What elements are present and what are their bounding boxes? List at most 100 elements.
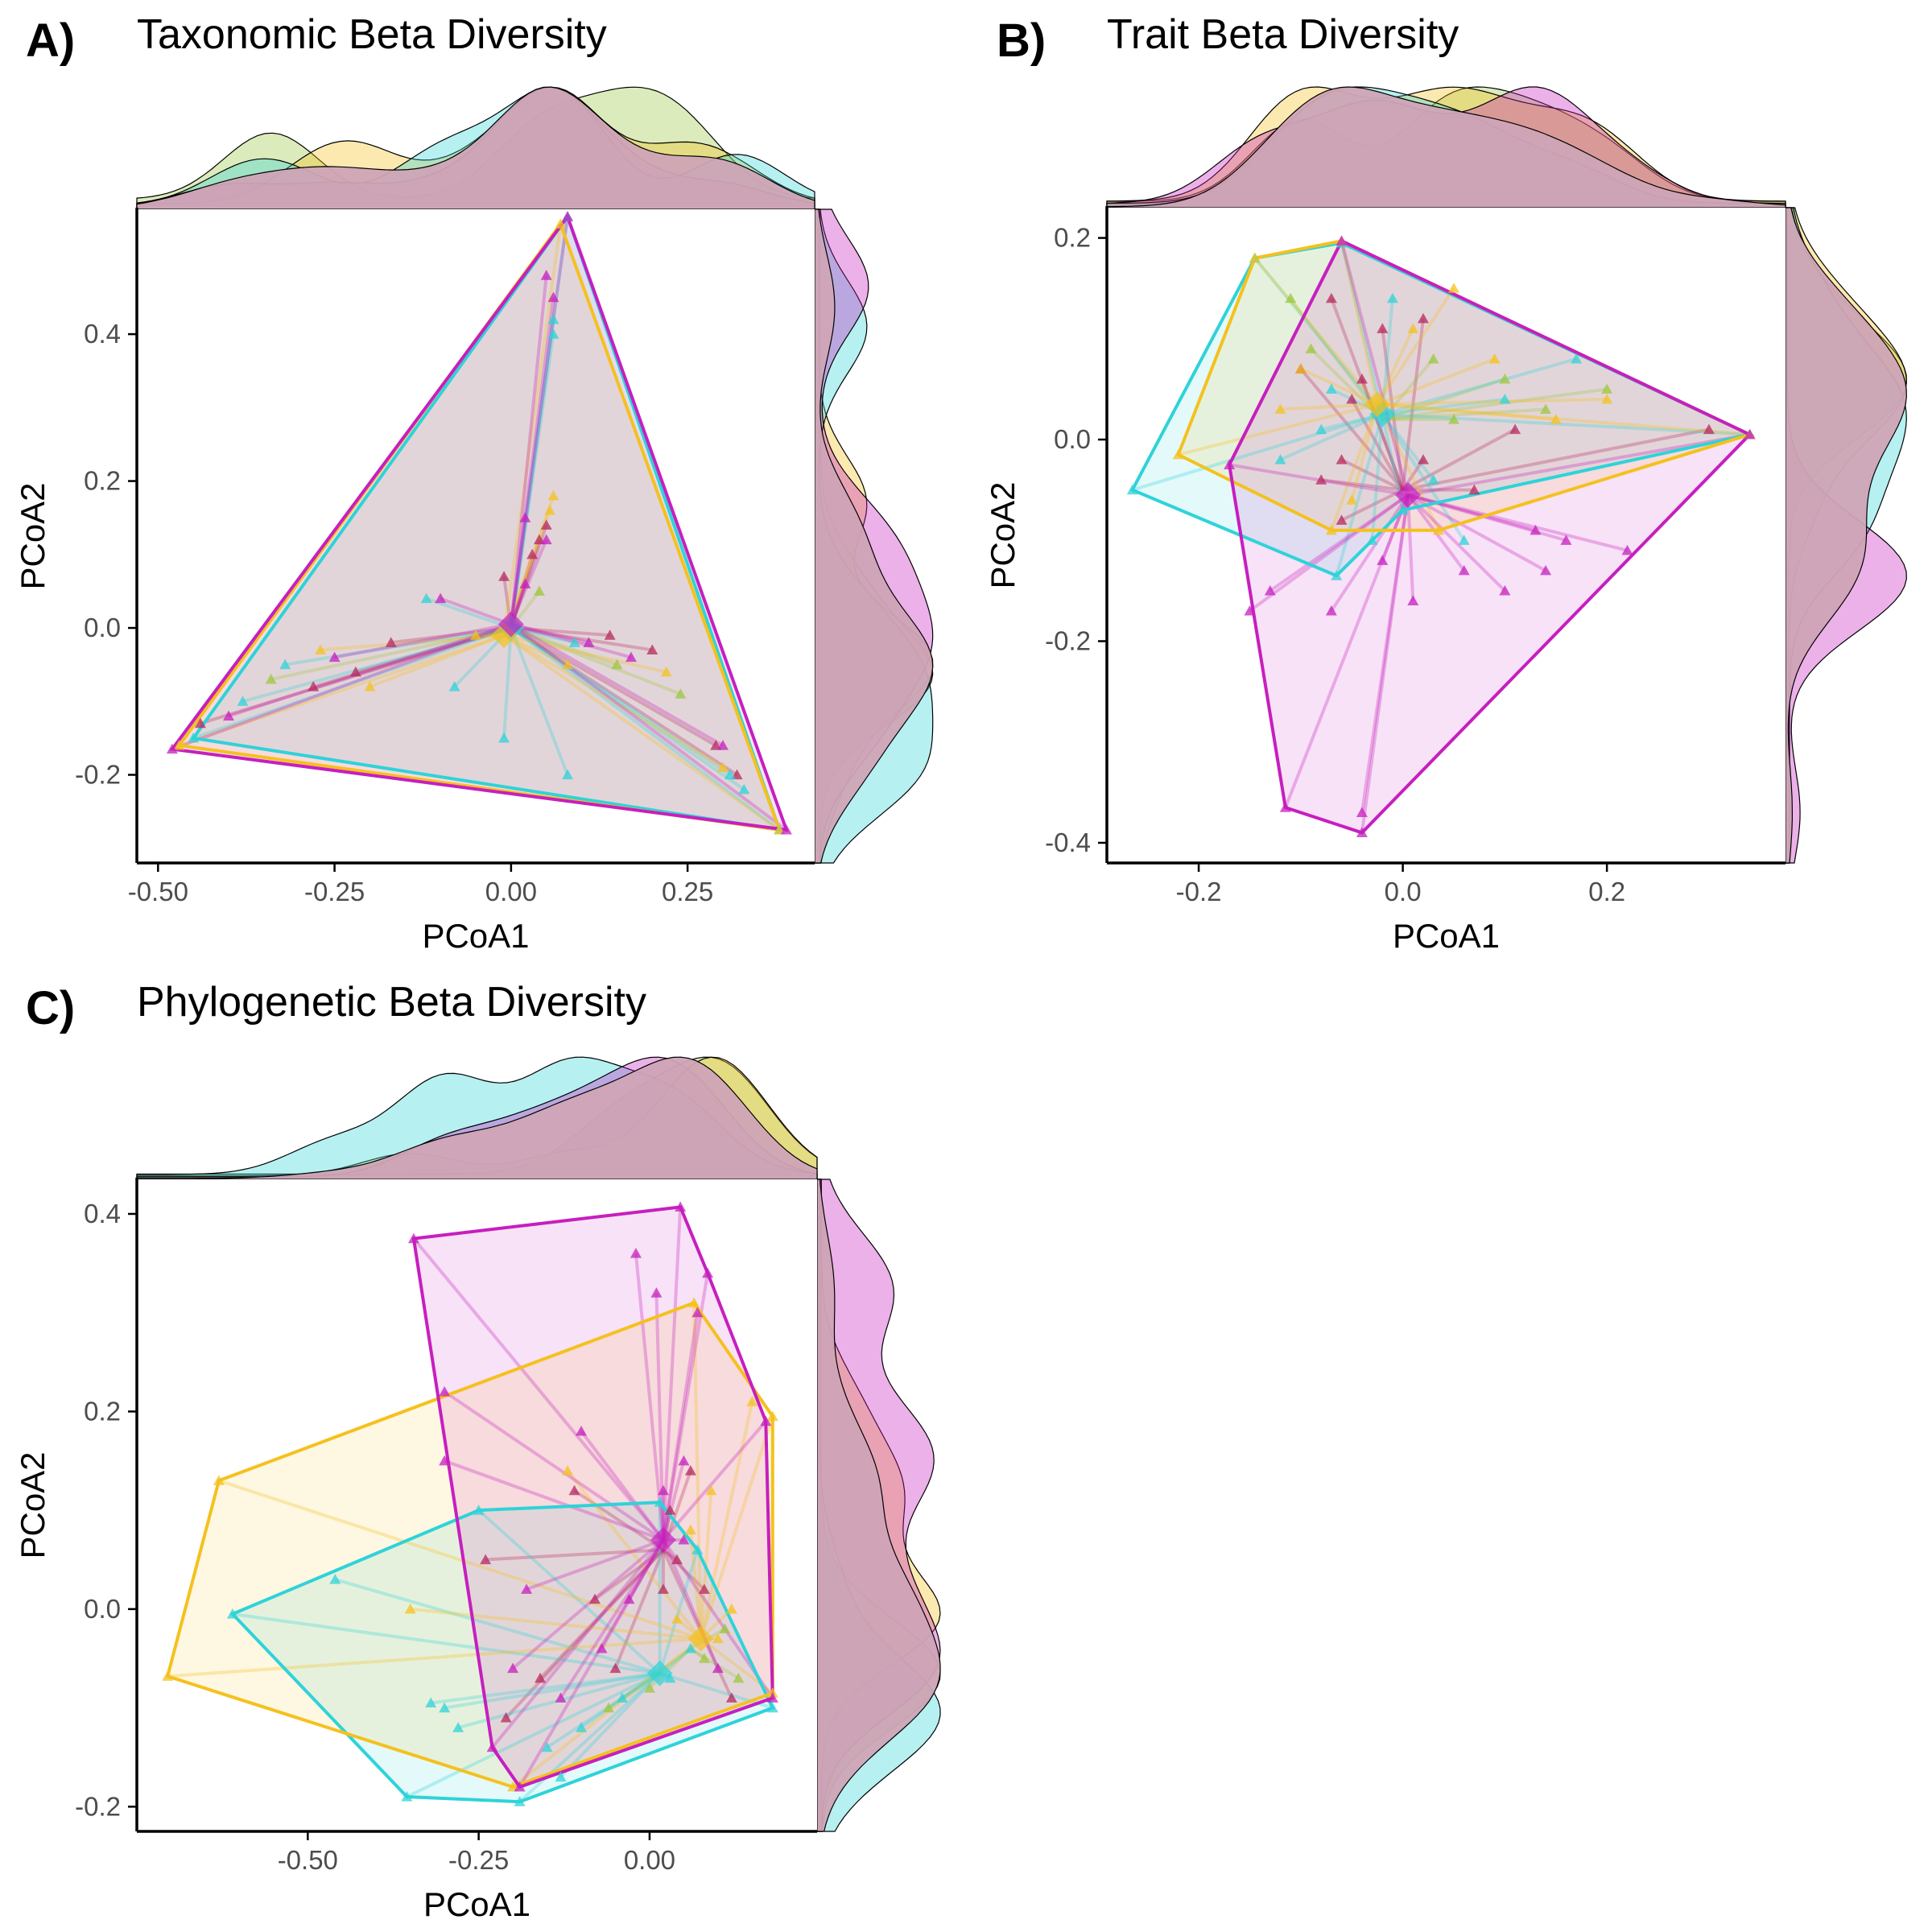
data-point-yellow (315, 644, 327, 655)
data-point-cyan (562, 769, 574, 780)
panel-letter-a: A) (26, 14, 75, 67)
data-point-magenta (547, 291, 559, 303)
spoke-yellow (502, 495, 555, 636)
x-tick-label: -0.25 (448, 1845, 509, 1875)
data-point-green (1540, 403, 1552, 415)
hull-outline-magenta (1228, 238, 1752, 835)
spoke-green (510, 626, 618, 667)
data-point-cyan (279, 658, 291, 670)
hull-outline-cyan (229, 1501, 775, 1804)
data-point-magenta (583, 637, 595, 647)
spoke-crimson (505, 1548, 665, 1719)
top-marginal-density (1106, 86, 1786, 208)
data-point-magenta (507, 1662, 519, 1674)
spoke-cyan (1253, 257, 1384, 415)
data-point-cyan (448, 681, 460, 691)
data-point-crimson (684, 1465, 696, 1476)
data-point-magenta (630, 1248, 642, 1258)
data-point-magenta (1377, 555, 1389, 565)
data-point-cyan (473, 1505, 485, 1515)
y-tick-label: -0.2 (75, 760, 121, 790)
y-tick-label: -0.2 (1045, 625, 1091, 655)
data-point-magenta (1744, 428, 1756, 440)
x-tick-label: 0.00 (624, 1845, 675, 1875)
top-density-crimson (136, 86, 815, 210)
data-point-cyan (547, 328, 559, 339)
spoke-magenta (444, 1390, 665, 1542)
data-point-yellow (555, 218, 567, 229)
data-point-magenta (521, 1583, 533, 1594)
top-density-crimson (136, 1056, 818, 1180)
spoke-crimson (510, 626, 653, 652)
x-tick-label: -0.2 (1176, 877, 1222, 906)
spoke-magenta (662, 1539, 720, 1670)
right-marginal-density (814, 208, 934, 864)
spoke-yellow (511, 1637, 702, 1789)
spoke-cyan (1132, 412, 1383, 492)
spoke-green (1381, 377, 1506, 421)
spoke-crimson (510, 626, 717, 747)
spoke-yellow (692, 1302, 703, 1639)
data-point-magenta (1264, 584, 1276, 596)
data-point-yellow (1488, 353, 1501, 364)
hull-fill-cyan (193, 217, 780, 830)
x-tick-label: -0.50 (278, 1845, 338, 1875)
spoke-yellow (1340, 240, 1379, 405)
spoke-magenta (1407, 493, 1536, 532)
spoke-magenta (518, 1538, 665, 1788)
spoke-cyan (444, 1671, 660, 1710)
spoke-cyan (192, 626, 512, 740)
spoke-crimson (613, 1549, 665, 1670)
panel-a: A) Taxonomic Beta Diversity -0.50 -0.25 0.… (14, 11, 934, 955)
data-point-yellow (671, 1613, 683, 1624)
y-tick-label: 0.0 (1054, 424, 1091, 454)
data-point-magenta (657, 1484, 669, 1496)
spoke-magenta (526, 1538, 664, 1591)
data-point-yellow (1325, 524, 1337, 535)
spoke-yellow (167, 1637, 701, 1678)
data-point-crimson (698, 1583, 710, 1594)
centroid-magenta (1394, 481, 1421, 508)
data-point-crimson (1417, 312, 1429, 324)
spoke-cyan (425, 597, 512, 630)
hull-fill-magenta (171, 217, 786, 830)
hull-fill-yellow (1178, 241, 1750, 530)
spoke-yellow (1377, 402, 1750, 436)
spoke-cyan (1381, 413, 1466, 542)
spoke-yellow (1280, 402, 1378, 411)
data-point-magenta (555, 1692, 567, 1703)
spoke-magenta (1407, 493, 1629, 552)
plot-background (1107, 208, 1785, 863)
data-point-crimson (604, 630, 616, 640)
axes: -0.2 0.0 0.2 -0.4 -0.2 0.0 0.2 PCoA1 PCoA2 (984, 206, 1785, 955)
spoke-yellow (1253, 257, 1379, 406)
data-point-crimson (664, 1505, 676, 1515)
spoke-cyan (546, 1671, 661, 1749)
data-point-green (1305, 343, 1317, 353)
spoke-yellow (1300, 367, 1378, 407)
data-point-magenta (678, 1455, 690, 1466)
x-tick-label: 0.0 (1385, 877, 1422, 906)
y-tick-label: -0.2 (75, 1791, 121, 1821)
data-point-crimson (349, 666, 361, 677)
data-point-crimson (308, 681, 320, 691)
data-point-cyan (1315, 423, 1327, 435)
spoke-yellow (410, 1607, 701, 1641)
data-point-green (1448, 413, 1460, 424)
spoke-cyan (658, 1549, 700, 1674)
spoke-yellow (1330, 403, 1379, 531)
data-point-magenta (766, 1692, 778, 1703)
spoke-cyan (502, 627, 513, 739)
data-point-cyan (1325, 383, 1337, 394)
data-point-cyan (654, 1496, 666, 1507)
data-point-crimson (1325, 292, 1337, 303)
data-point-crimson (609, 1662, 621, 1674)
data-point-magenta (625, 651, 637, 663)
spoke-magenta (440, 597, 512, 626)
x-tick-label: -0.50 (128, 877, 188, 906)
spoke-green (1289, 297, 1384, 421)
spoke-crimson (1340, 488, 1404, 522)
data-point-crimson (480, 1554, 492, 1565)
plot-area (137, 1179, 817, 1831)
data-point-yellow (562, 1465, 574, 1476)
